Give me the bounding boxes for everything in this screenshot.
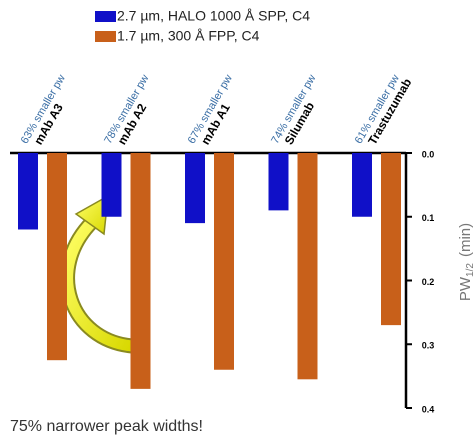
bar [214, 153, 234, 370]
legend-swatch [95, 11, 116, 22]
legend-label: 1.7 µm, 300 Å FPP, C4 [117, 28, 260, 44]
legend-label: 2.7 µm, HALO 1000 Å SPP, C4 [117, 8, 310, 24]
bar [352, 153, 372, 217]
y-tick-label: 0.0 [422, 149, 435, 159]
y-tick-label: 0.2 [422, 277, 435, 287]
bar [185, 153, 205, 224]
bar [47, 153, 67, 361]
y-tick-label: 0.1 [422, 213, 435, 223]
y-label-sub: 1/2 [465, 263, 476, 277]
bar [381, 153, 401, 326]
bar [268, 153, 289, 211]
y-axis-label: PW1/2 (min) [457, 223, 476, 301]
bar [101, 153, 122, 217]
bar [130, 153, 151, 389]
bar [18, 153, 38, 230]
y-tick-label: 0.4 [422, 404, 435, 414]
callout: 75% narrower peak widths! [10, 418, 203, 435]
y-tick-label: 0.3 [422, 341, 435, 351]
y-label-unit: (min) [457, 223, 474, 257]
legend-swatch [95, 31, 116, 42]
y-label-main: PW [457, 276, 474, 301]
arrow-body [62, 218, 133, 352]
bar [297, 153, 318, 380]
